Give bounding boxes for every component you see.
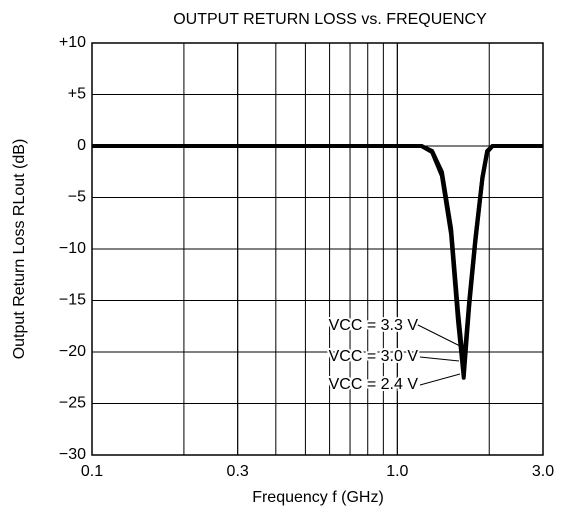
- leader-line: [419, 373, 461, 386]
- chart-title: OUTPUT RETURN LOSS vs. FREQUENCY: [173, 11, 487, 28]
- leaders: [415, 323, 461, 386]
- series-line: [92, 144, 543, 380]
- leader-line: [415, 323, 461, 347]
- y-tick-label: 0: [77, 137, 86, 154]
- y-tick-label: −25: [59, 395, 86, 412]
- x-tick-label: 0.3: [227, 463, 249, 480]
- y-tick-label: −20: [59, 343, 86, 360]
- y-tick-label: −30: [59, 446, 86, 463]
- legend-label: VCC = 3.0 V: [329, 348, 419, 365]
- x-tick-label: 0.1: [81, 463, 103, 480]
- x-axis-label: Frequency f (GHz): [252, 489, 384, 506]
- y-tick-label: +10: [59, 34, 86, 51]
- plot-frame: [91, 42, 544, 456]
- legend-label: VCC = 2.4 V: [329, 376, 419, 393]
- y-tick-label: +5: [68, 86, 86, 103]
- legend-label: VCC = 3.3 V: [329, 317, 419, 334]
- y-tick-label: −10: [59, 240, 86, 257]
- y-tick-label: −15: [59, 292, 86, 309]
- y-tick-label: −5: [68, 189, 86, 206]
- x-tick-label: 3.0: [532, 463, 554, 480]
- leader-line: [419, 356, 460, 362]
- x-tick-label: 1.0: [386, 463, 408, 480]
- y-axis-label: Output Return Loss RLout (dB): [11, 139, 28, 360]
